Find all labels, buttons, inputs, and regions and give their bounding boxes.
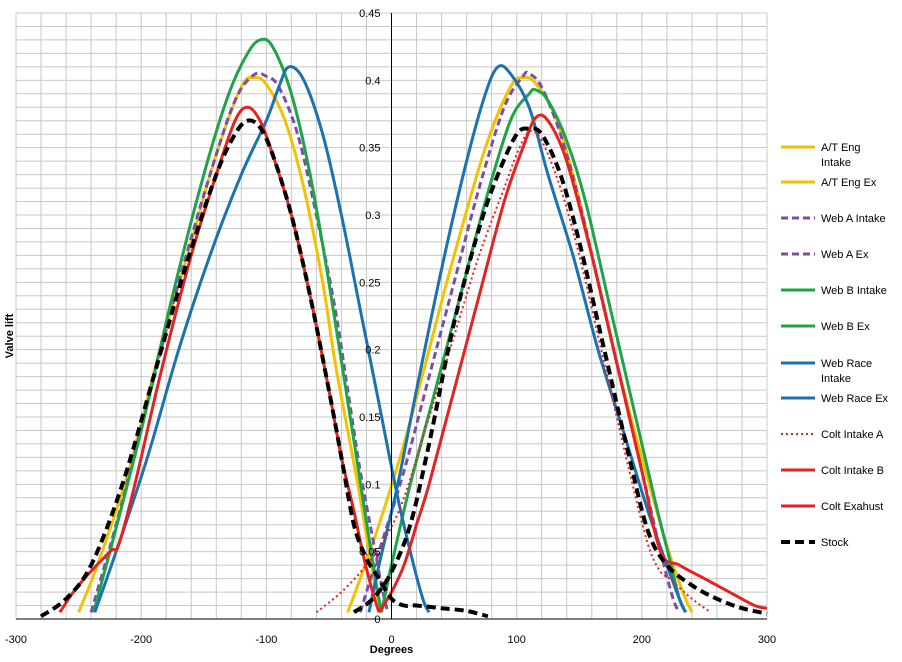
legend-label: Web Race Intake (821, 358, 872, 385)
x-tick-label: -200 (130, 634, 152, 646)
legend-label: Web Race Ex (821, 393, 889, 405)
y-tick-label: 0.35 (359, 143, 380, 155)
chart-legend: A/T Eng Intake A/T Eng Ex Web A Intake Web A… (781, 142, 889, 549)
x-tick-label: -300 (5, 634, 27, 646)
legend-label: Web A Ex (821, 249, 869, 261)
series-line-web-race-intake (93, 65, 431, 614)
series-line-web-b-ex (380, 87, 687, 613)
x-tick-label: 0 (388, 634, 394, 646)
legend-label: Web A Intake (821, 213, 886, 225)
series-line-web-race-ex (367, 64, 687, 613)
series-line-colt-intake-a (315, 129, 712, 614)
x-tick-label: 200 (633, 634, 651, 646)
legend-label: A/T Eng Intake (821, 142, 861, 169)
legend-label: Web B Intake (821, 285, 887, 297)
legend-label: Colt Intake A (821, 429, 884, 441)
legend-label: Colt Exahust (821, 501, 883, 513)
x-tick-label: 100 (507, 634, 525, 646)
plot-lines (39, 37, 768, 619)
y-tick-label: 0.2 (365, 345, 380, 357)
y-tick-label: 0.05 (359, 547, 380, 559)
series-line-web-a-ex (358, 70, 681, 614)
y-axis-title: Valve lift (4, 313, 16, 358)
y-tick-label: 0.25 (359, 277, 380, 289)
series-line-web-a-intake (89, 71, 390, 613)
y-tick-labels: 0 0.05 0.1 0.15 0.2 0.25 0.3 0.35 0.4 0.45 (359, 8, 380, 626)
series-line-stock (39, 118, 489, 619)
series-line-colt-exahust (377, 113, 768, 614)
x-axis-title: Degrees (370, 644, 413, 656)
x-tick-label: -100 (255, 634, 277, 646)
y-tick-label: 0.3 (365, 210, 380, 222)
legend-label: A/T Eng Ex (821, 177, 877, 189)
x-tick-labels: -300 -200 -100 0 100 200 300 (5, 634, 776, 646)
y-tick-label: 0.4 (365, 75, 380, 87)
y-tick-label: 0.15 (359, 412, 380, 424)
series-line-stock-second (352, 126, 768, 616)
chart-axes (16, 13, 767, 620)
y-tick-label: 0.1 (365, 479, 380, 491)
y-tick-label: 0 (374, 614, 380, 626)
y-tick-label: 0.45 (359, 8, 380, 20)
x-tick-label: 300 (758, 634, 776, 646)
legend-label: Colt Intake B (821, 465, 884, 477)
legend-label: Stock (821, 537, 849, 549)
legend-label: Web B Ex (821, 321, 870, 333)
